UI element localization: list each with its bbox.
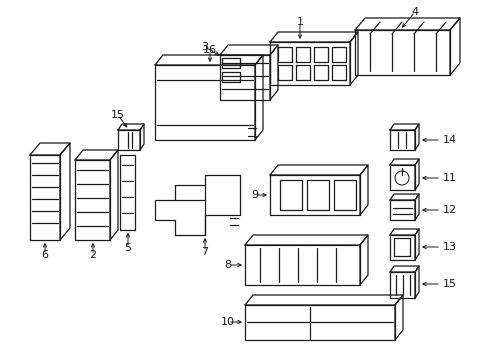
Text: 10: 10 (221, 317, 235, 327)
Text: 11: 11 (442, 173, 456, 183)
Text: 14: 14 (442, 135, 456, 145)
Text: 6: 6 (41, 250, 48, 260)
Text: 5: 5 (124, 243, 131, 253)
Text: 8: 8 (224, 260, 231, 270)
Text: 4: 4 (410, 7, 418, 17)
Text: 1: 1 (296, 17, 303, 27)
Text: 2: 2 (89, 250, 96, 260)
Text: 15: 15 (111, 110, 125, 120)
Text: 3: 3 (201, 42, 208, 52)
Text: 12: 12 (442, 205, 456, 215)
Text: 13: 13 (442, 242, 456, 252)
Text: 7: 7 (201, 247, 208, 257)
Text: 9: 9 (251, 190, 258, 200)
Text: 16: 16 (203, 45, 217, 55)
Text: 15: 15 (442, 279, 456, 289)
